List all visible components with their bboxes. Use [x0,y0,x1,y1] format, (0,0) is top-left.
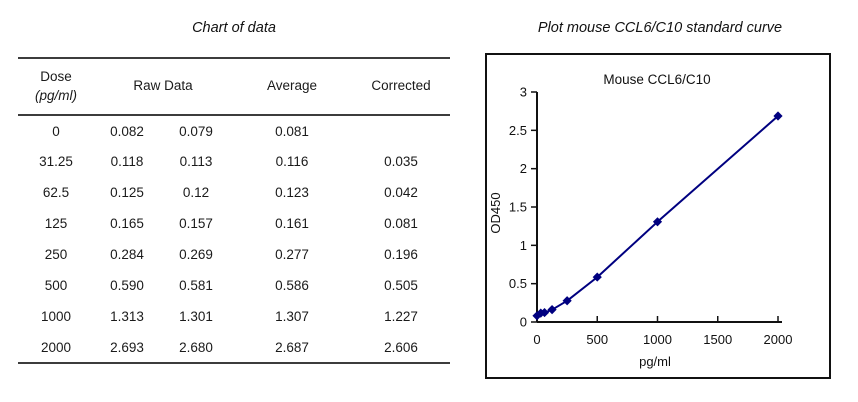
y-tick-label: 2 [520,161,527,176]
chart-border [485,53,831,379]
col-header-dose-units: (pg/ml) [34,87,77,103]
table-row: 250 0.284 0.269 0.277 0.196 [18,239,450,270]
cell-raw-2: 0.12 [182,185,210,200]
cell-raw-1: 0.165 [110,216,144,231]
x-axis-label: pg/ml [639,354,671,369]
cell-average: 0.081 [275,123,309,139]
y-tick-label: 1 [520,238,527,253]
cell-dose: 0 [52,123,60,139]
cell-dose: 62.5 [42,185,70,200]
data-point-marker [539,307,550,318]
x-tick-label: 500 [586,332,608,347]
cell-corrected: 1.227 [384,309,418,324]
y-tick-label: 2.5 [509,123,527,138]
plot-title: Plot mouse CCL6/C10 standard curve [537,20,783,36]
col-header-dose: Dose (pg/ml) [18,58,94,116]
table-row: 500 0.590 0.581 0.586 0.505 [18,270,450,301]
cell-corrected: 2.606 [384,339,418,355]
cell-raw-2: 2.680 [179,339,213,355]
cell-raw-2: 0.581 [179,278,213,293]
cell-corrected: 0.042 [384,185,418,200]
cell-corrected: 0.035 [384,154,418,169]
data-point-marker [547,305,557,315]
cell-corrected [352,115,450,146]
cell-average: 2.687 [275,339,309,355]
cell-average: 0.277 [275,247,309,262]
cell-raw-1: 0.284 [110,247,144,262]
col-header-average: Average [232,58,352,116]
col-header-dose-line1: Dose [40,69,72,85]
cell-dose: 31.25 [39,154,73,169]
data-point-marker [773,111,783,121]
table-row: 0 0.082 0.079 0.081 [18,115,450,146]
cell-raw-2: 0.079 [179,123,213,139]
header-row: Dose (pg/ml) Raw Data Average Corrected [18,58,450,116]
cell-average: 0.161 [275,216,309,231]
cell-dose: 500 [44,278,68,293]
cell-corrected: 0.505 [384,278,418,293]
cell-raw-1: 1.313 [110,309,144,324]
x-tick-label: 1500 [703,332,732,347]
table-row: 31.25 0.118 0.113 0.116 0.035 [18,146,450,177]
cell-dose: 2000 [40,339,72,355]
table-row: 62.5 0.125 0.12 0.123 0.042 [18,177,450,208]
standard-curve-chart: Mouse CCL6/C10 0 0.5 1 1.5 2 2.5 3 0 500 1000 1500 2… [485,53,831,379]
table-row: 1000 1.313 1.301 1.307 1.227 [18,301,450,332]
cell-raw-1: 0.082 [110,123,144,139]
data-point-marker [532,311,542,321]
x-tick-label: 1000 [643,332,672,347]
data-table-header: Dose (pg/ml) Raw Data Average Corrected [18,58,450,116]
cell-dose: 125 [44,216,68,231]
table-title: Chart of data [192,20,276,36]
cell-raw-1: 0.590 [110,278,144,293]
data-point-marker [652,217,663,227]
cell-raw-2: 0.157 [179,216,213,231]
cell-raw-2: 0.269 [179,247,213,262]
y-axis-label: OD450 [488,192,503,233]
cell-raw-2: 0.113 [179,154,213,169]
y-tick-label: 1.5 [509,200,527,215]
cell-raw-1: 0.125 [110,185,144,200]
cell-average: 0.586 [275,278,309,293]
cell-corrected: 0.081 [384,216,418,231]
x-tick-label: 0 [533,332,540,347]
chart-title: Mouse CCL6/C10 [603,72,710,87]
cell-dose: 250 [44,247,68,262]
cell-average: 1.307 [275,309,309,324]
table-row: 2000 2.693 2.680 2.687 2.606 [18,332,450,363]
cell-average: 0.116 [275,154,309,169]
cell-raw-1: 2.693 [110,339,144,355]
col-header-raw-data: Raw Data [94,58,232,116]
table-row: 125 0.165 0.157 0.161 0.081 [18,208,450,239]
col-header-corrected: Corrected [352,58,450,116]
y-tick-label: 0 [520,315,527,330]
x-tick-label: 2000 [764,332,793,347]
y-tick-label: 0.5 [509,276,527,291]
cell-raw-2: 1.301 [179,309,213,324]
data-table-body: 0 0.082 0.079 0.081 31.25 0.118 0.113 0.116 0.03… [18,115,450,363]
y-tick-label: 3 [520,85,527,100]
cell-dose: 1000 [40,309,72,324]
series-line [536,115,779,317]
cell-raw-1: 0.118 [110,154,144,169]
cell-average: 0.123 [275,185,309,200]
data-table: Dose (pg/ml) Raw Data Average Corrected … [18,57,450,364]
cell-corrected: 0.196 [384,247,418,262]
